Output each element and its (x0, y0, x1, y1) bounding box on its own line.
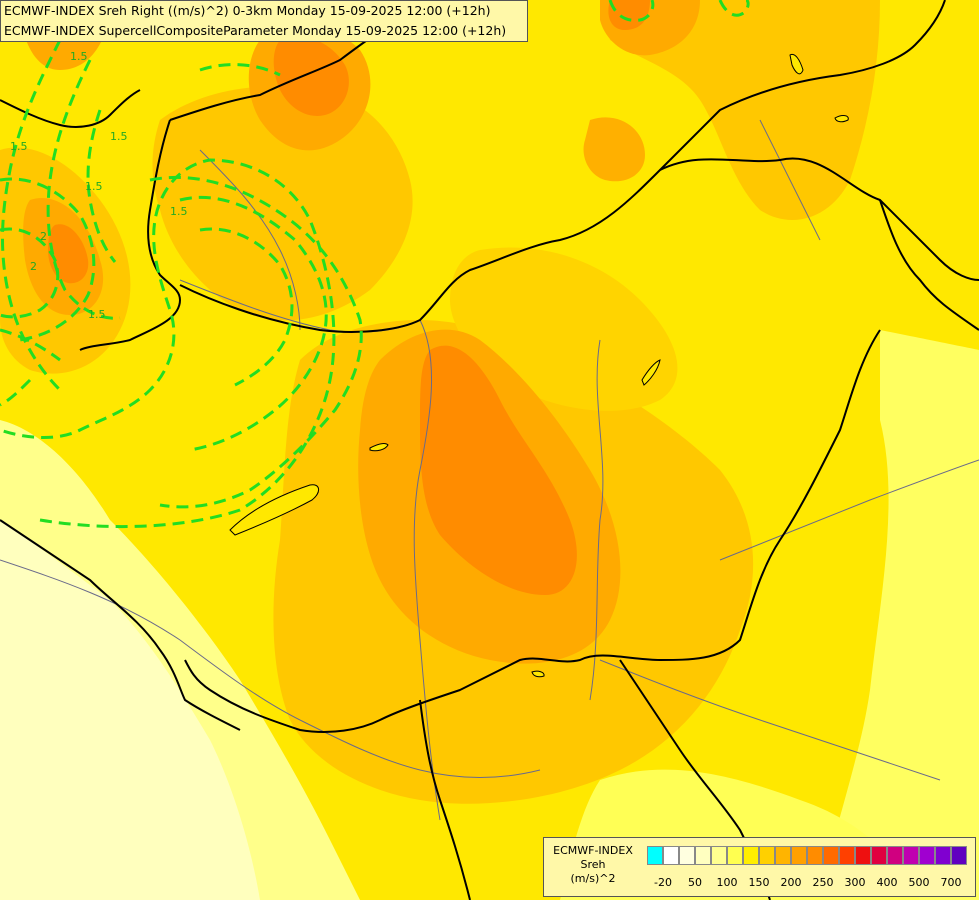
supercell-contours (0, 0, 750, 529)
legend-swatch (871, 846, 887, 865)
legend-title: ECMWF-INDEX Sreh (m/s)^2 (544, 844, 642, 886)
legend-swatch (711, 846, 727, 865)
legend-variable: Sreh (580, 858, 606, 871)
legend-swatch (663, 846, 679, 865)
contour-label: 2 (40, 230, 47, 243)
legend-tick-label: 50 (688, 876, 702, 889)
fill-pale-east (820, 330, 979, 900)
legend-unit: (m/s)^2 (570, 872, 616, 885)
legend-swatch (839, 846, 855, 865)
border-north-east (659, 0, 946, 171)
contour-label: 1.5 (10, 140, 28, 153)
legend-ticks: -20 50 100 150 200 250 300 400 500 700 (647, 876, 972, 890)
legend-swatch (807, 846, 823, 865)
rivers (0, 119, 979, 821)
fill-paler-southwest (0, 520, 260, 900)
legend-swatch (647, 846, 663, 865)
contour-label: 2 (30, 260, 37, 273)
border-hungary (179, 157, 979, 733)
lakes (229, 53, 849, 678)
legend-tick-label: 700 (940, 876, 962, 889)
legend-swatch (935, 846, 951, 865)
legend-swatch (775, 846, 791, 865)
fill-orange-deep-north (273, 36, 349, 116)
fill-orange-medium-mid (583, 117, 645, 182)
legend-swatch (919, 846, 935, 865)
lake-balaton (229, 484, 319, 536)
legend-tick-label: -20 (654, 876, 672, 889)
legend-swatch (951, 846, 967, 865)
legend-swatch (791, 846, 807, 865)
title-line-1: ECMWF-INDEX Sreh Right ((m/s)^2) 0-3km M… (4, 3, 491, 18)
legend-swatch (855, 846, 871, 865)
title-line-2: ECMWF-INDEX SupercellCompositeParameter … (4, 23, 507, 38)
border-west (79, 119, 182, 351)
fill-orange-light-northeast (600, 0, 880, 220)
legend-swatch (679, 846, 695, 865)
legend-swatches (647, 846, 967, 865)
legend-swatch (759, 846, 775, 865)
map-title-box: ECMWF-INDEX Sreh Right ((m/s)^2) 0-3km M… (0, 0, 528, 42)
legend-swatch (887, 846, 903, 865)
legend-tick-label: 150 (748, 876, 770, 889)
fill-orange-light-north (152, 86, 413, 321)
fill-orange-deep-central (420, 345, 577, 595)
legend-swatch (695, 846, 711, 865)
contour-label: 1.5 (170, 205, 188, 218)
border-south (419, 699, 471, 900)
border-southwest (0, 519, 241, 731)
contour-label: 1.5 (85, 180, 103, 193)
legend-tick-label: 100 (716, 876, 738, 889)
legend-swatch (727, 846, 743, 865)
color-legend: ECMWF-INDEX Sreh (m/s)^2 -20 50 100 150 200 2… (543, 837, 976, 897)
legend-tick-label: 500 (908, 876, 930, 889)
legend-model: ECMWF-INDEX (553, 844, 633, 857)
legend-tick-label: 400 (876, 876, 898, 889)
legend-tick-label: 300 (844, 876, 866, 889)
legend-swatch (743, 846, 759, 865)
contour-label: 1.5 (88, 308, 106, 321)
fill-orange-deep-northeast (608, 0, 650, 30)
border-east (879, 199, 979, 331)
legend-tick-label: 250 (812, 876, 834, 889)
contour-label: 1.5 (70, 50, 88, 63)
contour-label: 1.5 (110, 130, 128, 143)
contour-labels: 1.5 1.5 2 2 1.5 1.5 1.5 1.5 (10, 50, 188, 321)
legend-swatch (823, 846, 839, 865)
legend-tick-label: 200 (780, 876, 802, 889)
legend-swatch (903, 846, 919, 865)
